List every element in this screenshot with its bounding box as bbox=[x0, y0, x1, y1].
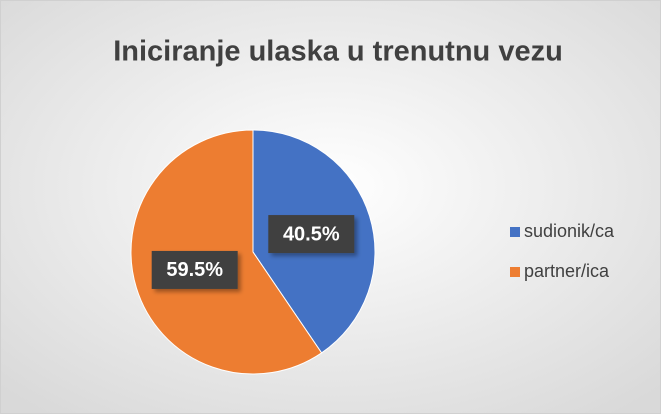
legend-label: sudionik/ca bbox=[524, 221, 615, 241]
legend-label: partner/ica bbox=[524, 261, 610, 281]
data-label: 40.5% bbox=[283, 223, 340, 245]
chart-title: Iniciranje ulaska u trenutnu vezu bbox=[113, 36, 563, 68]
data-label-box bbox=[151, 250, 238, 289]
legend-swatch bbox=[510, 267, 520, 277]
legend-swatch bbox=[510, 227, 520, 237]
data-label-box bbox=[268, 215, 355, 254]
data-label: 59.5% bbox=[166, 259, 223, 281]
